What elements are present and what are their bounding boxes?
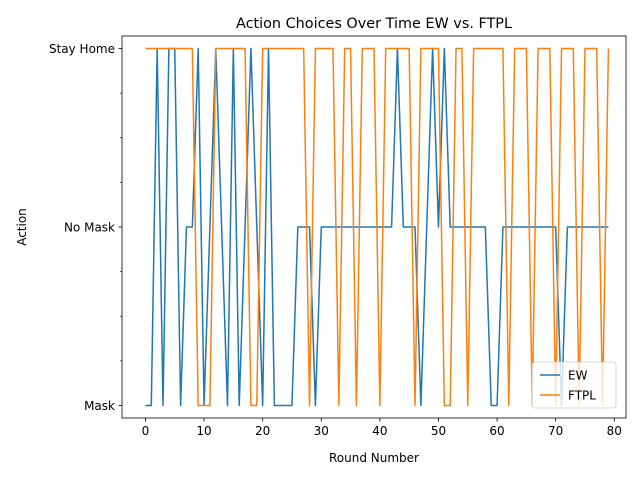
- x-tick-label: 20: [255, 424, 270, 438]
- legend-label-ew: EW: [568, 369, 588, 383]
- x-axis: 0 10 20 30 40 50 60 70 80: [142, 418, 622, 438]
- x-tick-label: 30: [314, 424, 329, 438]
- y-tick-label: Mask: [84, 399, 115, 413]
- x-tick-label: 70: [548, 424, 563, 438]
- y-tick-label: Stay Home: [49, 42, 115, 56]
- y-tick-label: No Mask: [64, 221, 115, 235]
- chart-title: Action Choices Over Time EW vs. FTPL: [236, 16, 512, 32]
- x-axis-label: Round Number: [329, 451, 419, 465]
- legend-label-ftpl: FTPL: [568, 389, 596, 403]
- x-tick-label: 80: [607, 424, 622, 438]
- x-tick-label: 40: [372, 424, 387, 438]
- legend-box: [531, 361, 617, 409]
- x-tick-label: 0: [142, 424, 150, 438]
- x-tick-label: 60: [489, 424, 504, 438]
- x-tick-label: 10: [196, 424, 211, 438]
- legend: EW FTPL: [531, 361, 617, 409]
- y-axis: Mask No Mask Stay Home: [49, 42, 122, 413]
- y-axis-label: Action: [15, 208, 29, 246]
- x-tick-label: 50: [431, 424, 446, 438]
- series-layer: [145, 47, 610, 407]
- series-line-ftpl: [145, 47, 610, 407]
